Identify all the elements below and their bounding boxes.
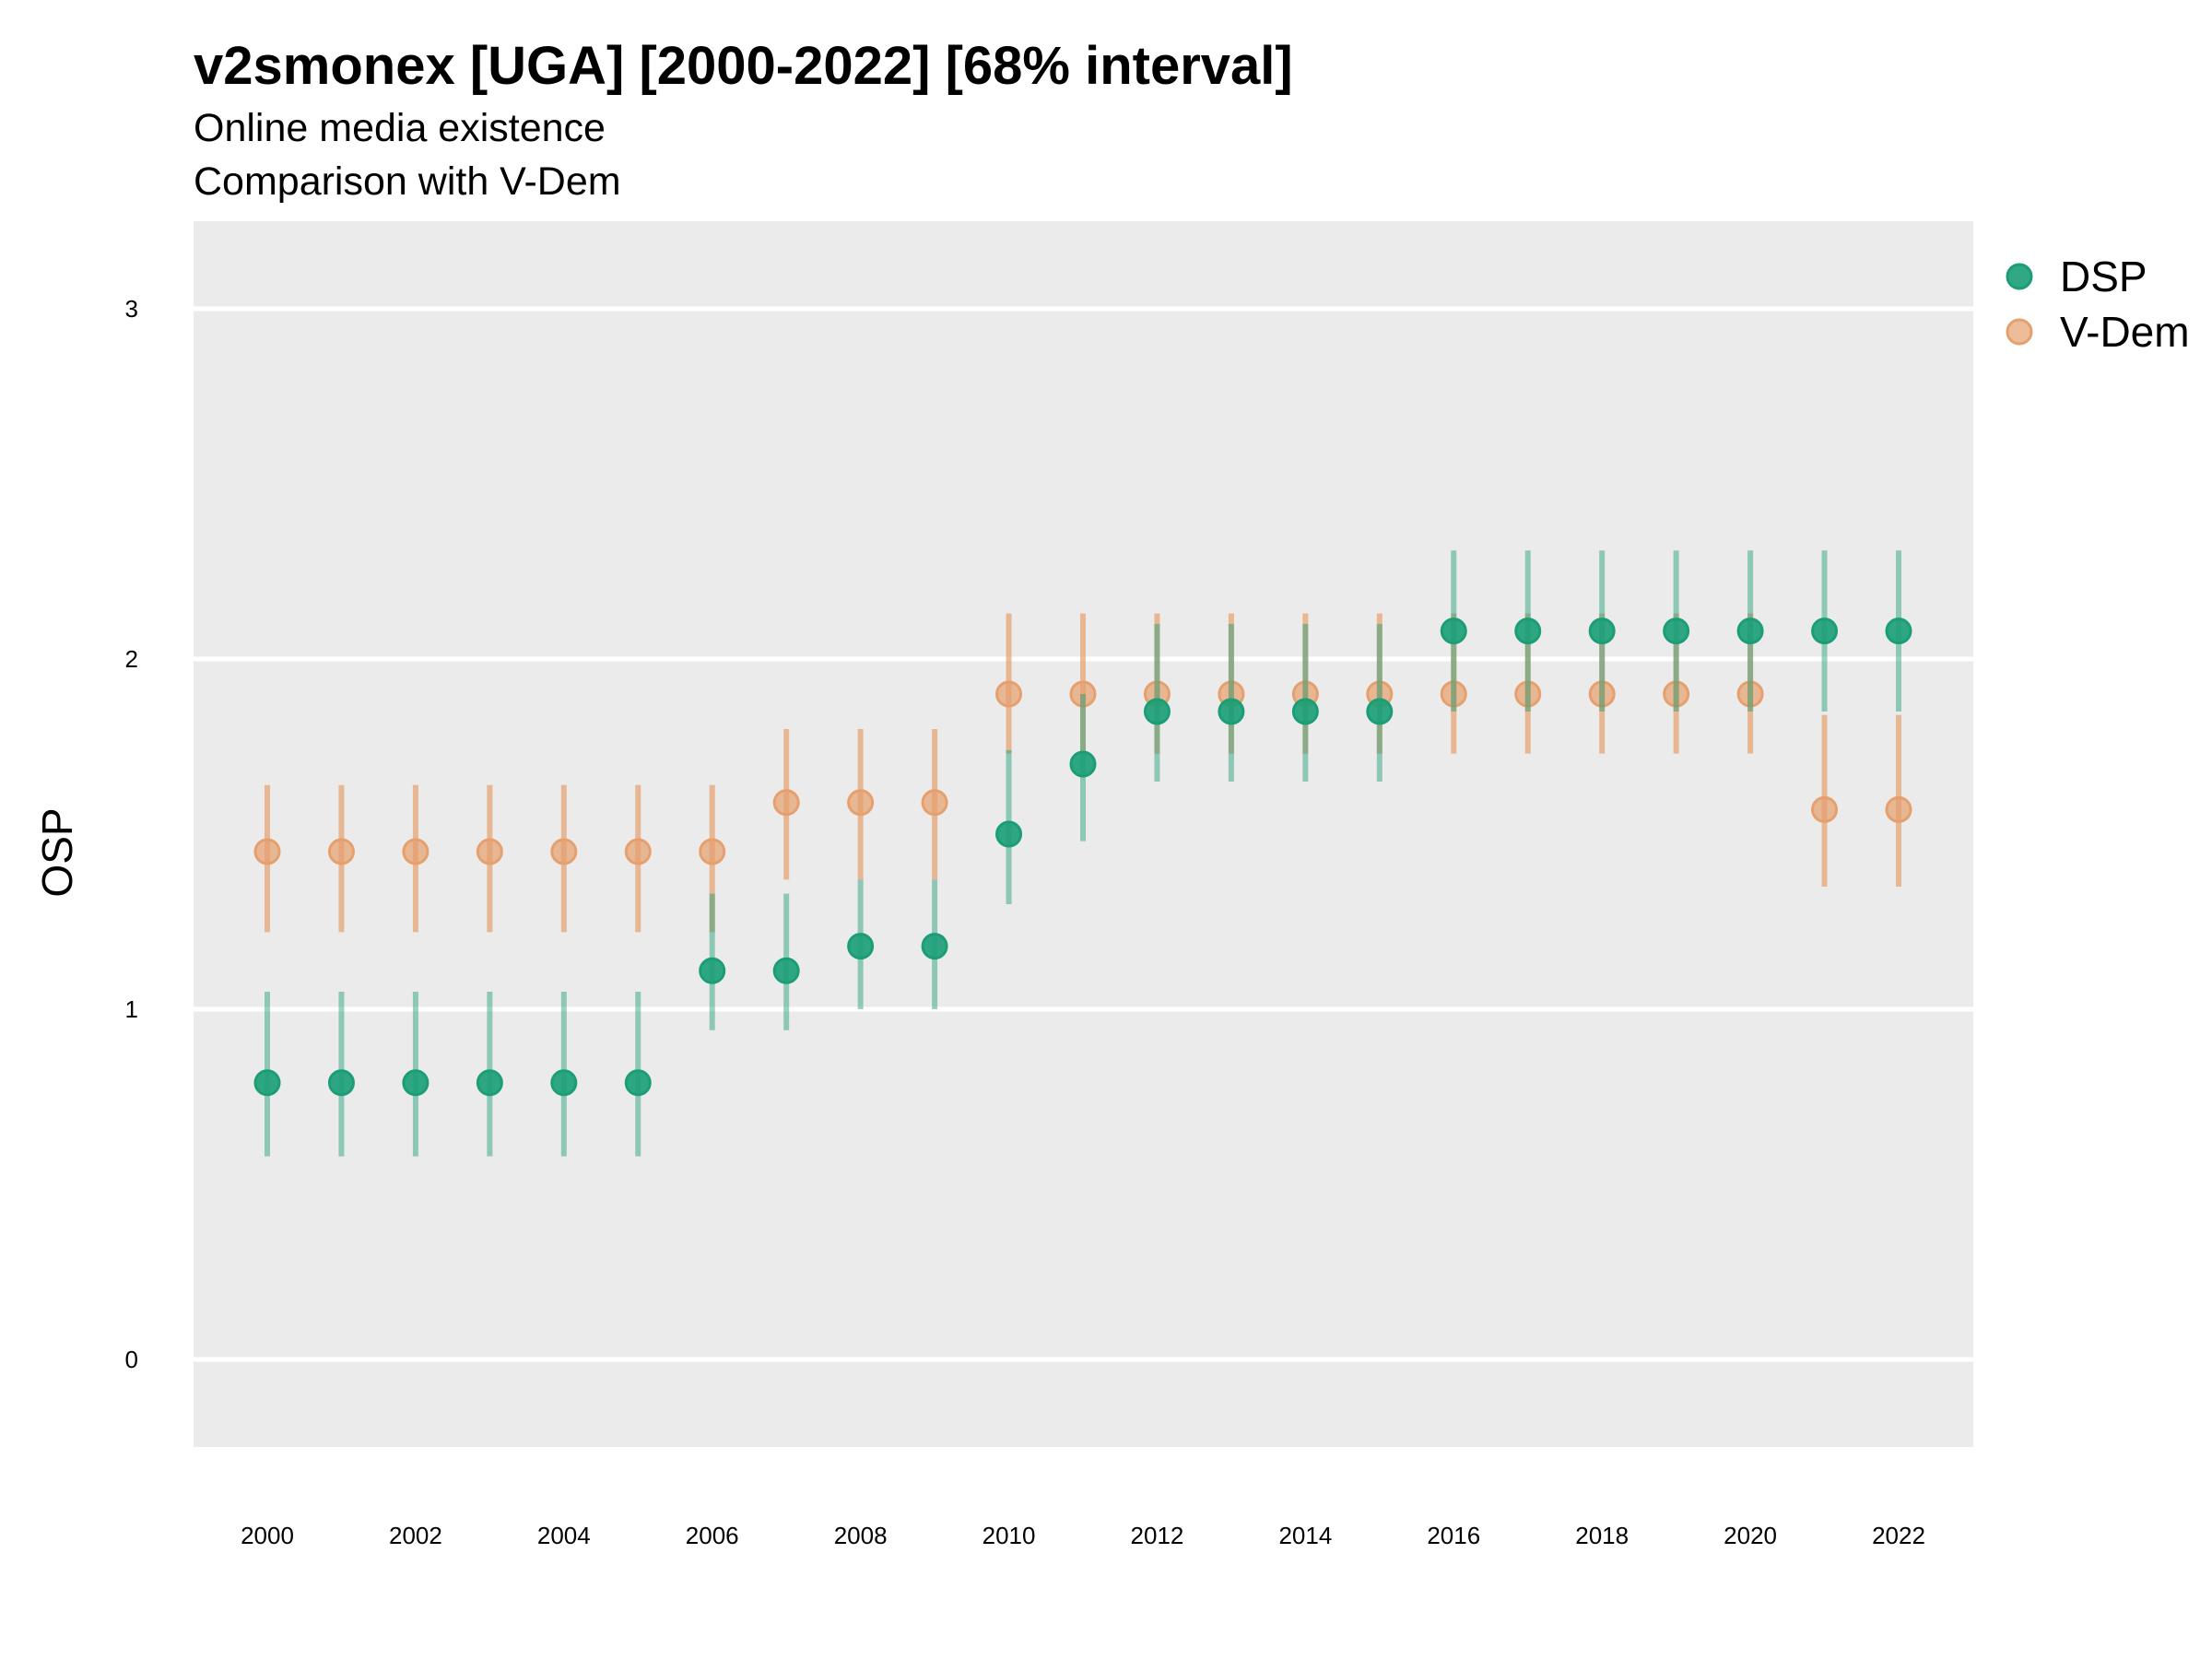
y-tick-label: 2 — [125, 645, 138, 673]
point-v-dem-2007 — [772, 789, 800, 817]
legend: DSP V-Dem — [2006, 253, 2190, 356]
point-dsp-2016 — [1440, 618, 1467, 645]
series-dsp — [253, 550, 1912, 1157]
y-tick-label: 0 — [125, 1346, 138, 1373]
x-tick-label: 2002 — [389, 1522, 442, 1549]
x-tick-label: 2020 — [1724, 1522, 1777, 1549]
legend-label-v-dem: V-Dem — [2060, 308, 2190, 356]
point-v-dem-2018 — [1588, 680, 1616, 708]
point-dsp-2000 — [253, 1069, 281, 1097]
point-dsp-2005 — [624, 1069, 652, 1097]
x-tick-label: 2016 — [1427, 1522, 1480, 1549]
point-v-dem-2004 — [550, 838, 578, 865]
point-v-dem-2009 — [921, 789, 948, 817]
point-dsp-2011 — [1069, 750, 1097, 778]
legend-key-v-dem — [2006, 318, 2033, 346]
point-v-dem-2003 — [476, 838, 503, 865]
point-v-dem-2011 — [1069, 680, 1097, 708]
x-tick-label: 2014 — [1278, 1522, 1332, 1549]
x-tick-label: 2000 — [241, 1522, 294, 1549]
point-v-dem-2000 — [253, 838, 281, 865]
point-v-dem-2010 — [995, 680, 1023, 708]
legend-label-dsp: DSP — [2060, 253, 2147, 300]
chart-subtitle-1: Online media existence — [194, 106, 606, 150]
point-dsp-2015 — [1366, 698, 1394, 725]
point-dsp-2013 — [1218, 698, 1245, 725]
point-dsp-2020 — [1736, 618, 1764, 645]
point-v-dem-2020 — [1736, 680, 1764, 708]
point-v-dem-2005 — [624, 838, 652, 865]
point-dsp-2007 — [772, 957, 800, 984]
chart-title: v2smonex [UGA] [2000-2022] [68% interval… — [194, 36, 1293, 96]
x-tick-label: 2010 — [982, 1522, 1036, 1549]
chart-subtitle-2: Comparison with V-Dem — [194, 159, 621, 204]
point-dsp-2002 — [402, 1069, 429, 1097]
point-v-dem-2016 — [1440, 680, 1467, 708]
point-dsp-2017 — [1514, 618, 1542, 645]
point-v-dem-2019 — [1663, 680, 1690, 708]
point-dsp-2004 — [550, 1069, 578, 1097]
x-tick-label: 2008 — [834, 1522, 888, 1549]
x-tick-label: 2006 — [686, 1522, 739, 1549]
point-dsp-2006 — [699, 957, 726, 984]
y-axis-label: OSP — [33, 807, 81, 897]
x-axis-ticks: 2000 2002 2004 2006 2008 2010 2012 2014 2016 2018… — [241, 1522, 1925, 1549]
point-v-dem-2022 — [1885, 795, 1912, 823]
point-dsp-2003 — [476, 1069, 503, 1097]
point-dsp-2008 — [847, 933, 875, 960]
x-tick-label: 2018 — [1575, 1522, 1629, 1549]
x-tick-label: 2022 — [1872, 1522, 1925, 1549]
point-dsp-2021 — [1811, 618, 1839, 645]
point-dsp-2019 — [1663, 618, 1690, 645]
legend-key-dsp — [2006, 263, 2033, 290]
point-v-dem-2008 — [847, 789, 875, 817]
series-layer — [253, 550, 1912, 1157]
y-tick-label: 1 — [125, 995, 138, 1023]
point-dsp-2001 — [327, 1069, 355, 1097]
point-dsp-2018 — [1588, 618, 1616, 645]
x-tick-label: 2012 — [1131, 1522, 1184, 1549]
point-dsp-2009 — [921, 933, 948, 960]
point-dsp-2012 — [1143, 698, 1171, 725]
x-tick-label: 2004 — [537, 1522, 591, 1549]
point-v-dem-2006 — [699, 838, 726, 865]
point-v-dem-2002 — [402, 838, 429, 865]
point-v-dem-2001 — [327, 838, 355, 865]
y-tick-label: 3 — [125, 295, 138, 323]
point-dsp-2014 — [1291, 698, 1319, 725]
point-dsp-2010 — [995, 820, 1023, 848]
point-v-dem-2021 — [1811, 795, 1839, 823]
point-v-dem-2017 — [1514, 680, 1542, 708]
y-axis-ticks: 0 1 2 3 — [125, 295, 138, 1373]
point-dsp-2022 — [1885, 618, 1912, 645]
